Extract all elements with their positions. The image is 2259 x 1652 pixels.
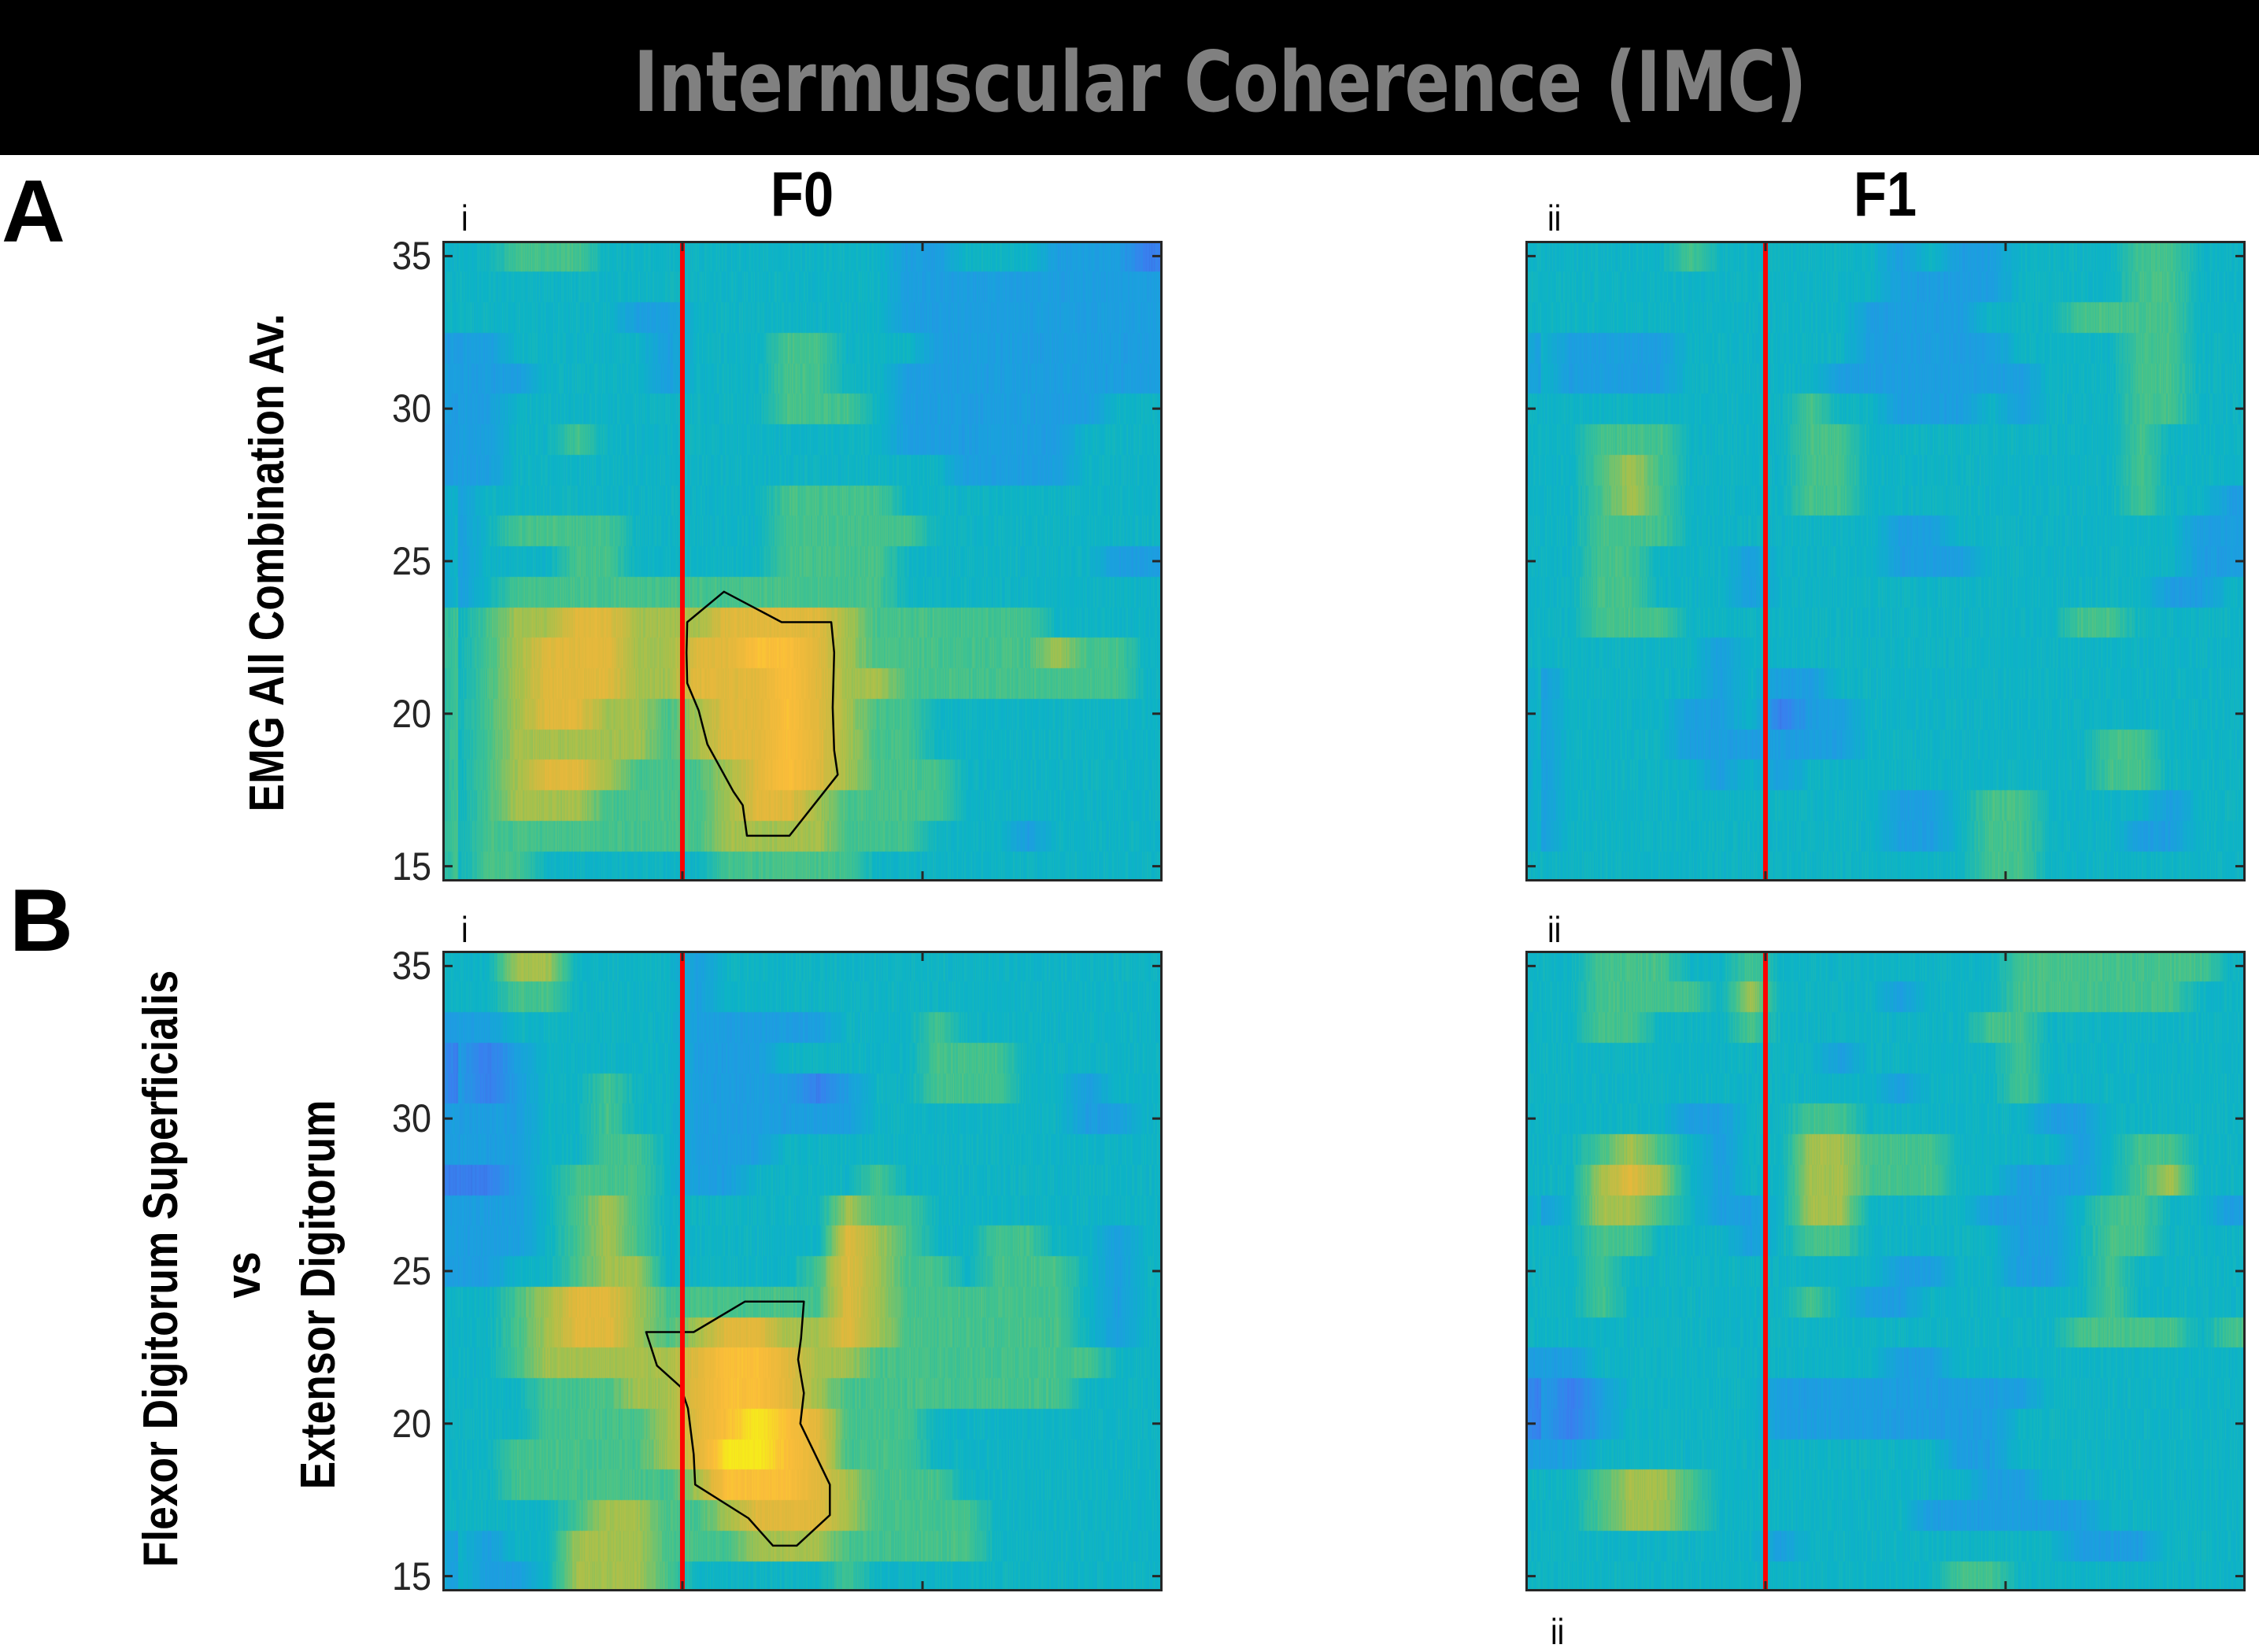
heatmap-overlay bbox=[442, 241, 1163, 881]
column-title-f0: F0 bbox=[770, 159, 834, 229]
sublabel-a-i: i bbox=[461, 198, 468, 238]
row-label-b-vs: vs bbox=[216, 1251, 271, 1299]
significance-contour bbox=[645, 1300, 831, 1547]
heatmap-overlay bbox=[1525, 951, 2246, 1591]
row-label-b-line3: Extensor Digitorum bbox=[291, 1099, 346, 1490]
ytick-label: 30 bbox=[391, 386, 431, 431]
ytick-label: 25 bbox=[391, 539, 431, 583]
ytick-labels-b-i: 15 20 25 30 35 bbox=[360, 946, 431, 1595]
heatmap-b-i bbox=[442, 951, 1163, 1591]
sublabel-b-ii: ii bbox=[1547, 909, 1562, 950]
ytick-label: 15 bbox=[391, 1554, 431, 1598]
ytick-label: 30 bbox=[391, 1096, 431, 1141]
heatmap-canvas bbox=[1525, 951, 2246, 1591]
figure-title: Intermuscular Coherence (IMC) bbox=[634, 34, 1807, 131]
heatmap-a-i bbox=[442, 241, 1163, 881]
axes-frame bbox=[442, 951, 1163, 1591]
ytick-label: 35 bbox=[391, 234, 431, 279]
sublabel-b-i: i bbox=[461, 909, 468, 950]
ytick-label: 25 bbox=[391, 1249, 431, 1293]
ytick-label: 20 bbox=[391, 1401, 431, 1446]
ytick-label: 15 bbox=[391, 844, 431, 889]
sublabel-clipped: ii bbox=[1551, 1611, 1565, 1652]
ytick-label: 20 bbox=[391, 691, 431, 736]
heatmap-b-ii bbox=[1525, 951, 2246, 1591]
axes-frame bbox=[442, 241, 1163, 881]
axes-frame bbox=[1525, 951, 2246, 1591]
panel-letter-b: B bbox=[9, 871, 73, 970]
row-label-b-line1: Flexor Digitorum Superficialis bbox=[134, 970, 188, 1568]
heatmap-overlay bbox=[442, 951, 1163, 1591]
row-label-a: EMG All Combination Av. bbox=[240, 313, 294, 812]
ytick-labels-a-i: 15 20 25 30 35 bbox=[360, 236, 431, 885]
heatmap-overlay bbox=[1525, 241, 2246, 881]
panel-letter-a: A bbox=[2, 162, 65, 261]
ytick-label: 35 bbox=[391, 944, 431, 989]
significance-contour bbox=[685, 590, 839, 837]
heatmap-canvas bbox=[442, 951, 1163, 1591]
heatmap-canvas bbox=[442, 241, 1163, 881]
column-title-f1: F1 bbox=[1853, 159, 1917, 229]
axes-frame bbox=[1525, 241, 2246, 881]
sublabel-a-ii: ii bbox=[1547, 198, 1562, 238]
title-bar: Intermuscular Coherence (IMC) bbox=[0, 0, 2259, 155]
heatmap-canvas bbox=[1525, 241, 2246, 881]
heatmap-a-ii bbox=[1525, 241, 2246, 881]
